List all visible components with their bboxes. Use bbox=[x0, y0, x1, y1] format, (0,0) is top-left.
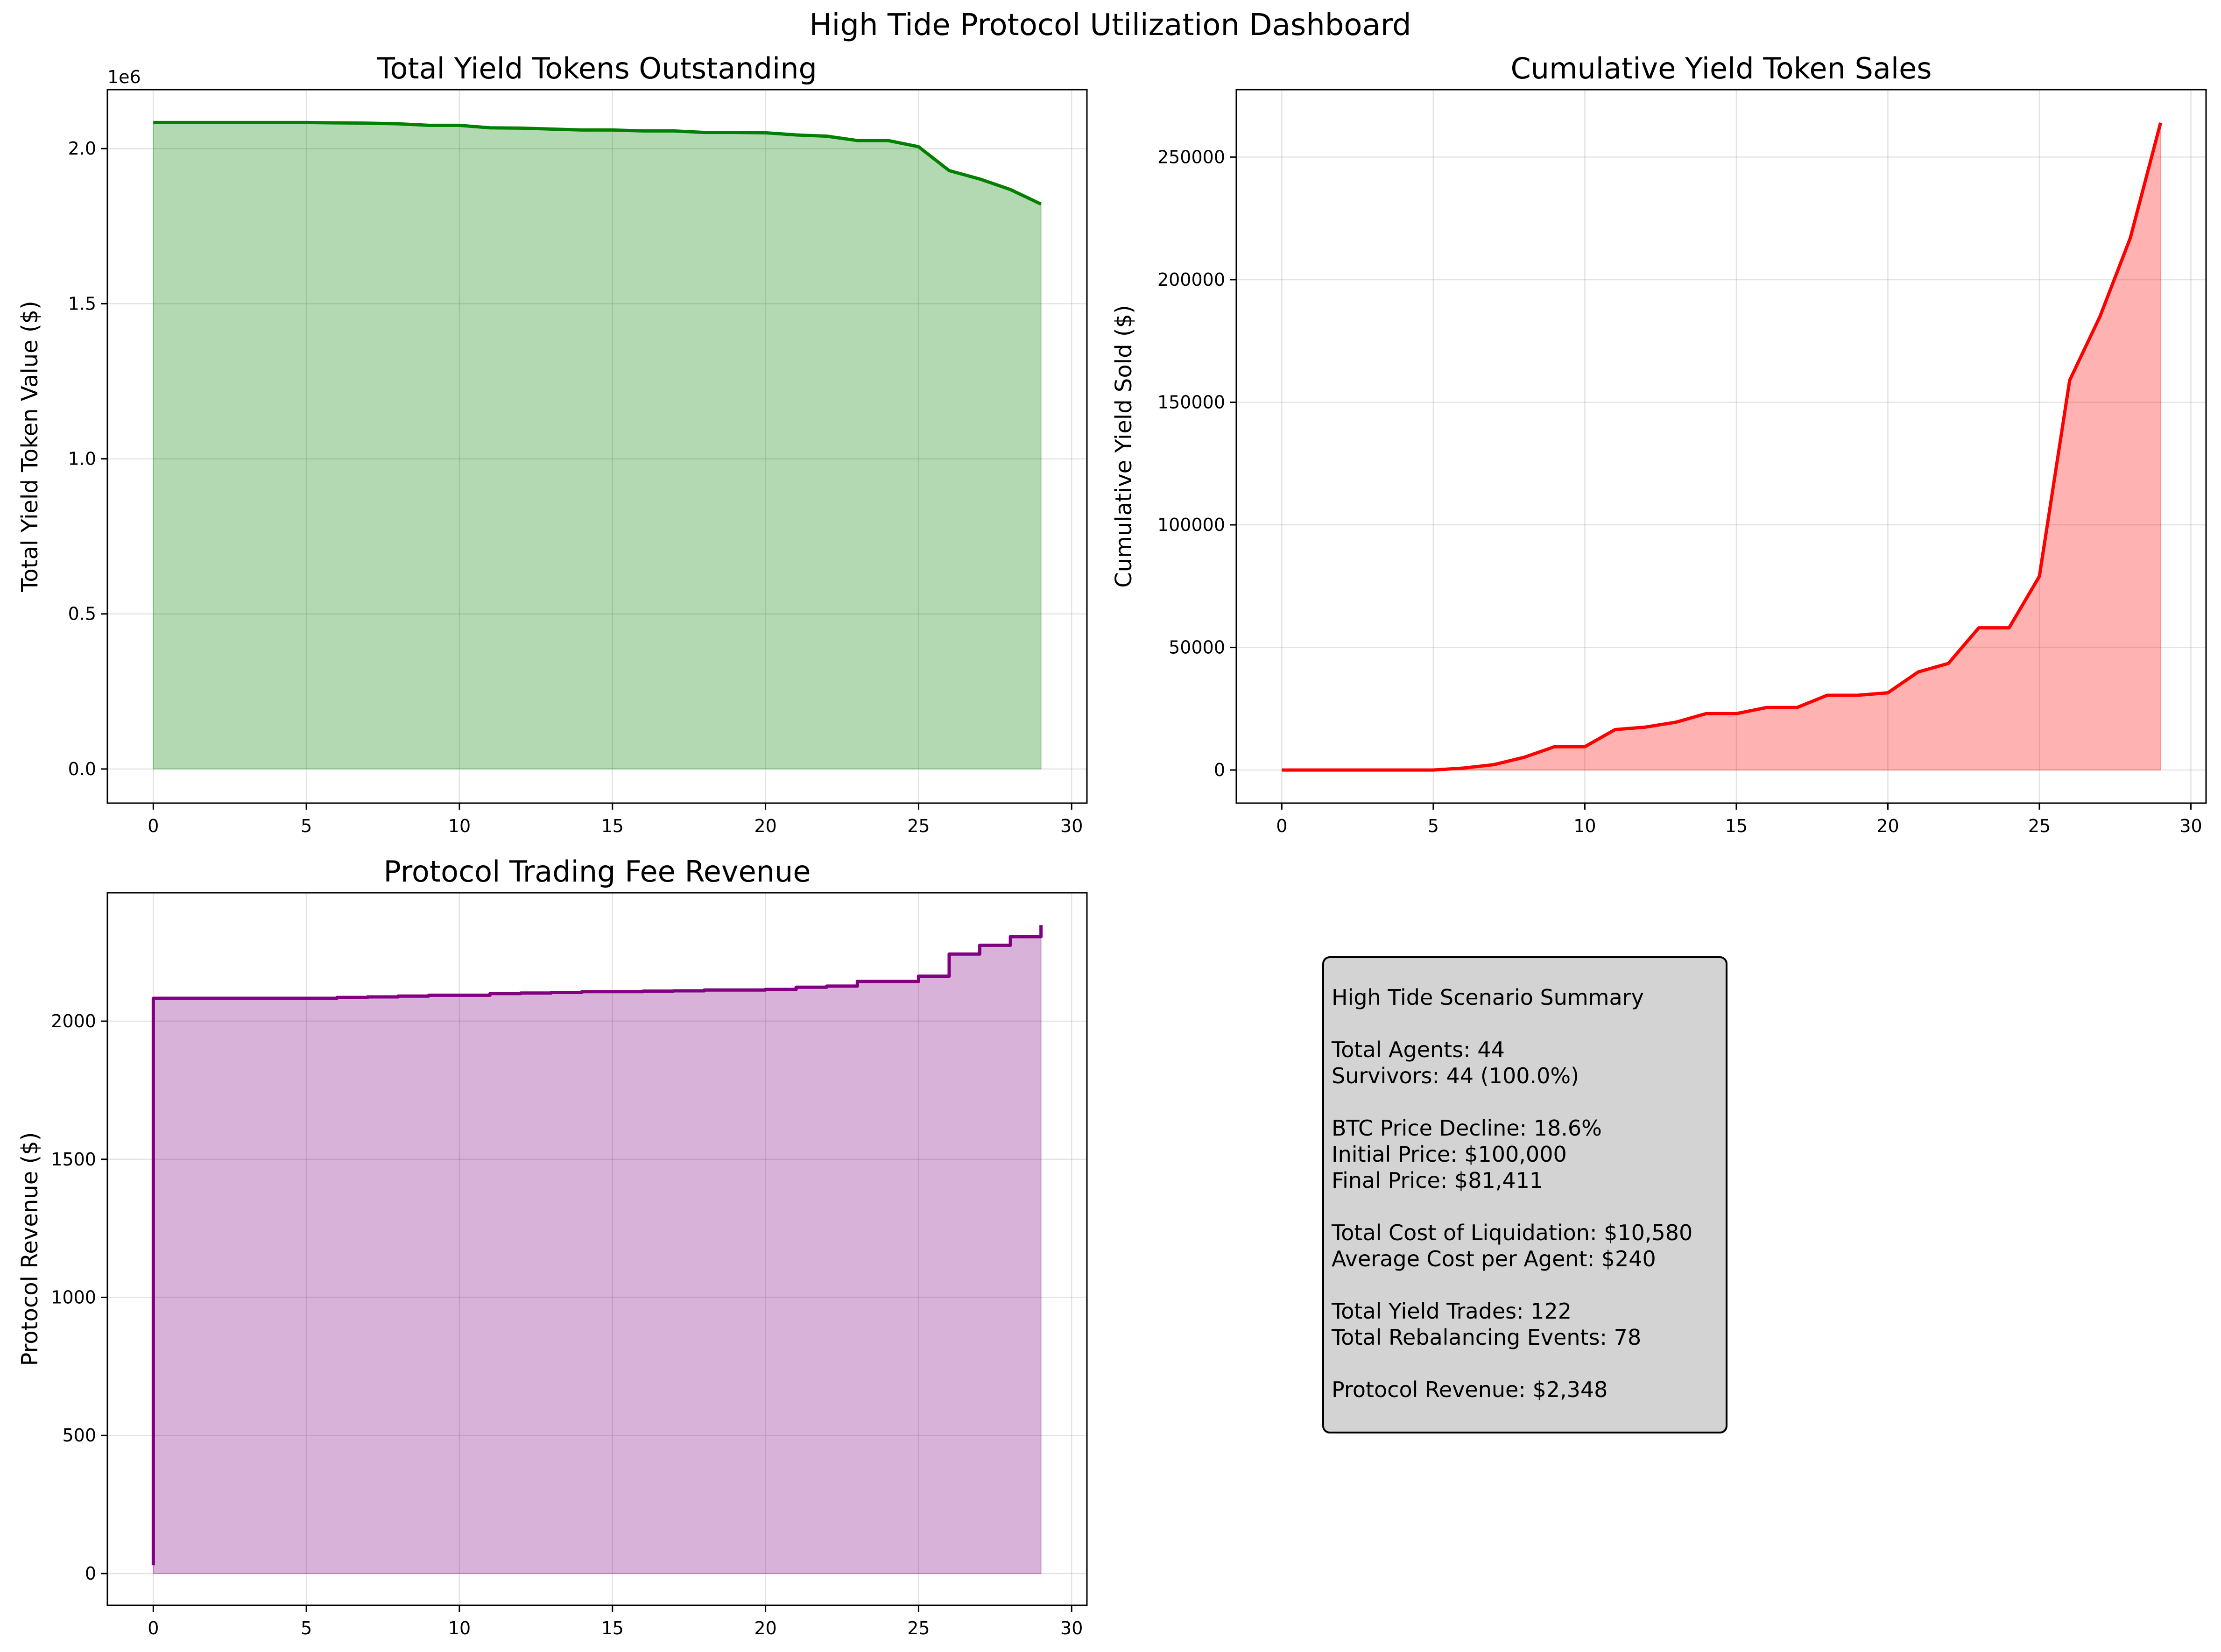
summary-protocol-revenue: Protocol Revenue: $2,348 bbox=[1332, 1377, 1608, 1402]
summary-btc-decline: BTC Price Decline: 18.6% bbox=[1332, 1115, 1602, 1141]
y-axis-label: Total Yield Token Value ($) bbox=[17, 301, 43, 593]
summary-total-cost: Total Cost of Liquidation: $10,580 bbox=[1332, 1220, 1693, 1245]
y-axis-label: Cumulative Yield Sold ($) bbox=[1111, 305, 1137, 588]
summary-final-price: Final Price: $81,411 bbox=[1332, 1168, 1544, 1193]
series-line bbox=[1282, 122, 2163, 772]
axes-frame bbox=[1235, 89, 2207, 804]
y-tick-label: 0.5 bbox=[68, 604, 96, 624]
summary-rebalancing-events: Total Rebalancing Events: 78 bbox=[1332, 1325, 1642, 1350]
summary-title: High Tide Scenario Summary bbox=[1332, 985, 1644, 1010]
y-tick-label: 100000 bbox=[1157, 515, 1225, 535]
x-tick-label: 0 bbox=[1276, 816, 1287, 836]
x-tick-label: 20 bbox=[1876, 816, 1899, 836]
y-tick-label: 0 bbox=[1214, 760, 1225, 780]
y-offset-label: 1e6 bbox=[107, 67, 141, 87]
y-tick-label: 200000 bbox=[1157, 269, 1225, 290]
y-tick-label: 1500 bbox=[51, 1149, 96, 1170]
x-tick-label: 25 bbox=[2028, 816, 2051, 836]
x-tick-label: 5 bbox=[1428, 816, 1439, 836]
summary-yield-trades: Total Yield Trades: 122 bbox=[1332, 1299, 1572, 1324]
y-tick-label: 1000 bbox=[51, 1287, 96, 1308]
series-line bbox=[151, 925, 1043, 1566]
x-tick-label: 20 bbox=[754, 1618, 776, 1638]
y-axis-label: Protocol Revenue ($) bbox=[17, 1132, 43, 1366]
summary-avg-cost: Average Cost per Agent: $240 bbox=[1332, 1246, 1656, 1271]
panel-title: Cumulative Yield Token Sales bbox=[1510, 51, 1932, 85]
y-tick-label: 0.0 bbox=[68, 759, 96, 779]
x-tick-label: 15 bbox=[601, 1618, 624, 1638]
series-line bbox=[153, 120, 1042, 206]
protocol-fee-revenue-panel: 0 5 10 15 20 25 30 0 500 1000 1500 2000 Protocol Tra… bbox=[17, 854, 1088, 1638]
cumulative-yield-sales-panel: 0 5 10 15 20 25 30 0 50000 100000 150000 200000 2500… bbox=[1111, 51, 2207, 836]
x-tick-label: 0 bbox=[148, 1618, 159, 1638]
y-tick-label: 250000 bbox=[1157, 147, 1225, 167]
y-tick-label: 150000 bbox=[1157, 392, 1225, 412]
x-tick-label: 30 bbox=[1060, 816, 1083, 836]
y-tick-label: 1.0 bbox=[68, 449, 96, 469]
series-area-fill bbox=[153, 122, 1042, 770]
x-tick-label: 30 bbox=[1060, 1618, 1083, 1638]
x-tick-label: 10 bbox=[1573, 816, 1596, 836]
summary-survivors: Survivors: 44 (100.0%) bbox=[1332, 1063, 1579, 1088]
x-tick-label: 20 bbox=[754, 816, 776, 836]
x-tick-label: 10 bbox=[448, 816, 471, 836]
x-tick-label: 25 bbox=[907, 816, 930, 836]
x-tick-label: 5 bbox=[301, 816, 312, 836]
figure-suptitle: High Tide Protocol Utilization Dashboard bbox=[809, 8, 1411, 42]
x-tick-label: 10 bbox=[448, 1618, 471, 1638]
x-tick-label: 15 bbox=[601, 816, 624, 836]
x-tick-label: 0 bbox=[148, 816, 159, 836]
x-tick-label: 25 bbox=[907, 1618, 930, 1638]
series-area-fill bbox=[153, 925, 1042, 1574]
panel-title: Protocol Trading Fee Revenue bbox=[383, 854, 811, 889]
y-tick-label: 2.0 bbox=[68, 138, 96, 159]
axes-frame bbox=[106, 892, 1088, 1606]
yield-tokens-outstanding-panel: 0 5 10 15 20 25 30 0.0 0.5 1.0 1.5 2.0 1e6 Total Yiel… bbox=[17, 51, 1088, 836]
axes-frame bbox=[106, 89, 1088, 804]
y-tick-label: 50000 bbox=[1169, 637, 1225, 658]
y-tick-label: 2000 bbox=[51, 1011, 96, 1031]
summary-initial-price: Initial Price: $100,000 bbox=[1332, 1142, 1567, 1167]
summary-total-agents: Total Agents: 44 bbox=[1332, 1037, 1505, 1062]
y-tick-label: 1.5 bbox=[68, 293, 96, 314]
scenario-summary-box: High Tide Scenario Summary Total Agents:… bbox=[1322, 956, 1727, 1433]
series-area-fill bbox=[1282, 122, 2161, 771]
x-tick-label: 5 bbox=[301, 1618, 312, 1638]
x-tick-label: 30 bbox=[2179, 816, 2202, 836]
x-tick-label: 15 bbox=[1725, 816, 1748, 836]
y-tick-label: 500 bbox=[62, 1425, 96, 1446]
panel-title: Total Yield Tokens Outstanding bbox=[377, 51, 817, 85]
y-tick-label: 0 bbox=[85, 1563, 96, 1584]
